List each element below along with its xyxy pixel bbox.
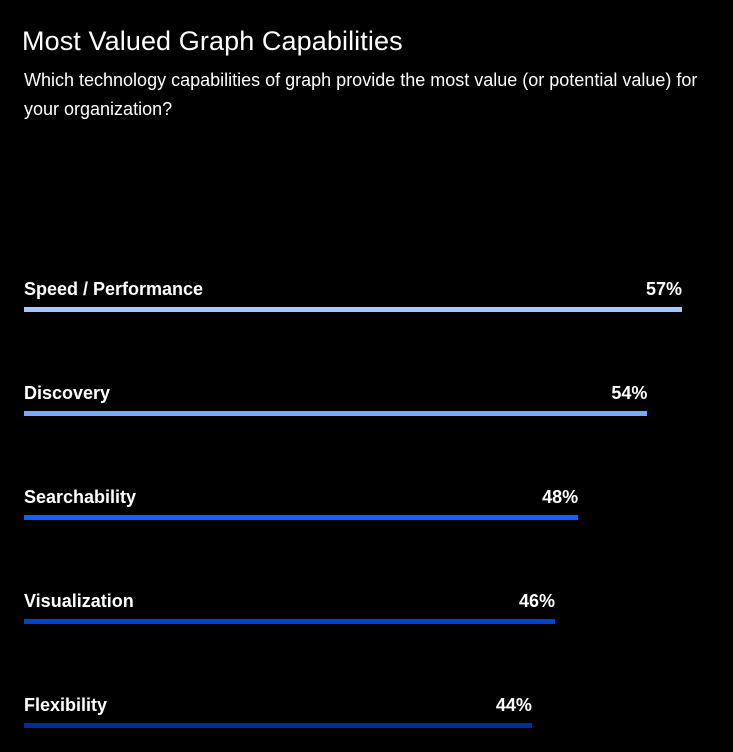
bar-value-label: 44% xyxy=(495,695,532,715)
bar xyxy=(24,411,648,416)
bar xyxy=(24,515,579,520)
bar-value-label: 57% xyxy=(645,279,682,299)
bar-row: Flexibility 44% xyxy=(24,695,532,729)
bar-label: Discovery xyxy=(24,383,111,403)
bar xyxy=(24,307,682,312)
bar-label: Flexibility xyxy=(24,695,108,715)
bar-value-label: 54% xyxy=(611,383,648,403)
bar-label: Visualization xyxy=(24,591,134,611)
chart-title: Most Valued Graph Capabilities xyxy=(22,26,403,56)
bar-label: Speed / Performance xyxy=(24,279,204,299)
bar-row: Discovery 54% xyxy=(24,383,648,417)
bar-row: Speed / Performance 57% xyxy=(24,279,682,313)
bar-row: Visualization 46% xyxy=(24,591,556,625)
bar-row: Searchability 48% xyxy=(24,487,579,521)
chart-subtitle: Which technology capabilities of graph p… xyxy=(24,70,698,119)
bar-label: Searchability xyxy=(24,487,137,507)
bar-value-label: 48% xyxy=(542,487,579,507)
bar xyxy=(24,619,556,624)
bar xyxy=(24,723,532,728)
bar-value-label: 46% xyxy=(518,591,556,611)
